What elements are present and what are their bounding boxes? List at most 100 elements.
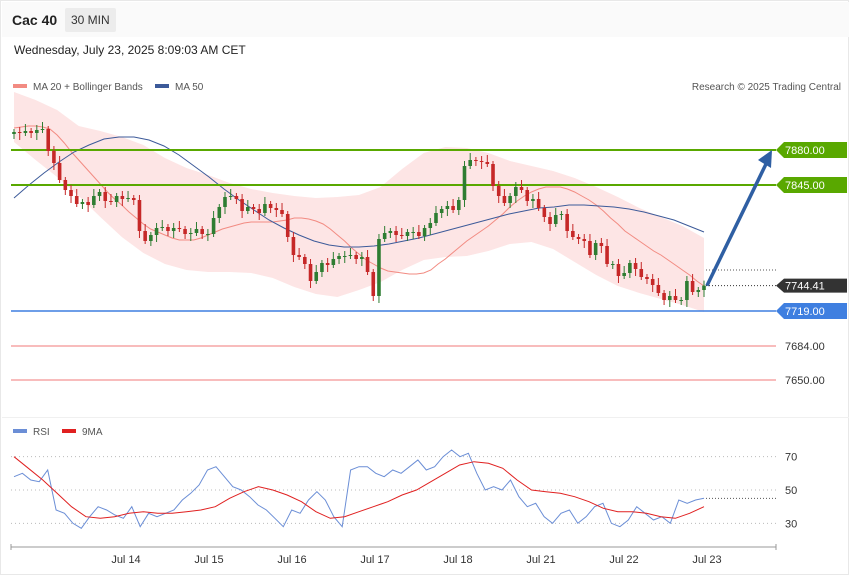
candle-body [23, 131, 28, 133]
x-tick-label: Jul 15 [194, 554, 223, 566]
candle-body [308, 264, 313, 281]
candle-body [679, 300, 683, 301]
candle-body [656, 285, 661, 293]
resistance-label: 7880.00 [785, 145, 825, 157]
candle-body [456, 200, 461, 210]
projection-line [705, 163, 768, 287]
price-levels: 7880.00 7845.00 7744.41 7719.00 7684.00 7650.… [11, 142, 847, 387]
candle-body [188, 233, 193, 234]
candle-body [120, 196, 125, 199]
candle-body [405, 232, 410, 236]
candle-body [52, 151, 56, 163]
candle-body [702, 285, 706, 290]
candle-body [80, 202, 85, 204]
candle-body [399, 235, 404, 236]
candle-body [200, 229, 204, 234]
candle-body [690, 281, 695, 292]
x-tick-label: Jul 14 [111, 554, 140, 566]
instrument-title: Cac 40 [12, 12, 58, 28]
resistance-label: 7845.00 [785, 180, 825, 192]
candle-body [559, 214, 564, 215]
candle-body [576, 237, 581, 239]
candle-body [462, 166, 467, 200]
resistance-label-bg [776, 177, 847, 193]
header-bar [2, 2, 849, 37]
legend-9ma: 9MA [82, 427, 103, 438]
candle-body [240, 199, 244, 211]
candle-body [160, 227, 165, 228]
candle-body [542, 208, 547, 217]
timestamp: Wednesday, July 23, 2025 8:09:03 AM CET [14, 43, 246, 57]
candle-body [143, 231, 147, 241]
candle-body [228, 196, 233, 197]
candle-body [246, 207, 250, 211]
last-price-label-bg [776, 278, 847, 293]
candle-body [496, 186, 501, 196]
candle-body [137, 200, 142, 231]
candle-body [593, 243, 598, 255]
candle-body [394, 231, 398, 235]
rsi-tick-label: 30 [785, 518, 797, 530]
interval-badge[interactable]: 30 MIN [65, 8, 116, 32]
candle-body [468, 160, 472, 166]
candle-body [565, 214, 569, 231]
x-tick-label: Jul 21 [526, 554, 555, 566]
candle-body [519, 187, 524, 190]
candle-body [667, 296, 672, 300]
candle-body [491, 164, 495, 186]
candle-body [696, 290, 701, 292]
candle-body [126, 198, 130, 199]
candle-body [223, 197, 227, 207]
candle-body [46, 129, 51, 151]
candle-body [171, 228, 176, 231]
candle-body [610, 264, 615, 265]
candle-body [86, 202, 90, 205]
candle-body [417, 232, 421, 236]
candle-body [183, 229, 187, 234]
candle-body [114, 196, 119, 202]
candle-body [103, 192, 108, 201]
candle-body [149, 235, 153, 241]
candle-body [514, 187, 518, 196]
candle-body [645, 277, 649, 279]
candle-body [360, 257, 364, 259]
candle-body [582, 239, 587, 241]
candle-body [434, 213, 438, 223]
support-label: 7719.00 [785, 306, 825, 318]
x-tick-label: Jul 17 [360, 554, 389, 566]
legend-swatch-ma50 [155, 84, 169, 88]
candle-body [257, 209, 262, 213]
last-price-label: 7744.41 [785, 281, 825, 293]
candle-body [206, 234, 210, 235]
candle-body [12, 132, 16, 134]
legend-ma50: MA 50 [175, 82, 204, 93]
candle-body [588, 241, 592, 255]
candle-body [428, 223, 433, 228]
candle-body [348, 255, 353, 256]
rsi-line [13, 449, 705, 529]
candle-body [685, 281, 689, 300]
x-tick-label: Jul 16 [277, 554, 306, 566]
ma20-line [13, 125, 705, 287]
candle-body [217, 207, 222, 218]
candle-body [109, 201, 113, 202]
candle-body [662, 293, 666, 300]
candle-body [74, 196, 79, 204]
candle-body [553, 215, 558, 224]
candle-body [291, 237, 296, 255]
legend-swatch-rsi [13, 429, 27, 433]
bollinger-band [14, 92, 704, 312]
candle-body [439, 209, 444, 213]
candle-body [628, 263, 632, 273]
candle-body [263, 204, 267, 213]
candle-body [371, 272, 376, 296]
candle-body [605, 246, 609, 264]
rsi-tick-label: 70 [785, 452, 797, 464]
candle-body [673, 296, 678, 300]
candle-body [303, 257, 307, 264]
rsi-9ma-line [13, 456, 705, 519]
legend-rsi: RSI [33, 427, 50, 438]
x-axis: Jul 14 Jul 15 Jul 16 Jul 17 Jul 18 Jul 21 Jul … [10, 544, 777, 566]
candle-body [354, 255, 358, 259]
